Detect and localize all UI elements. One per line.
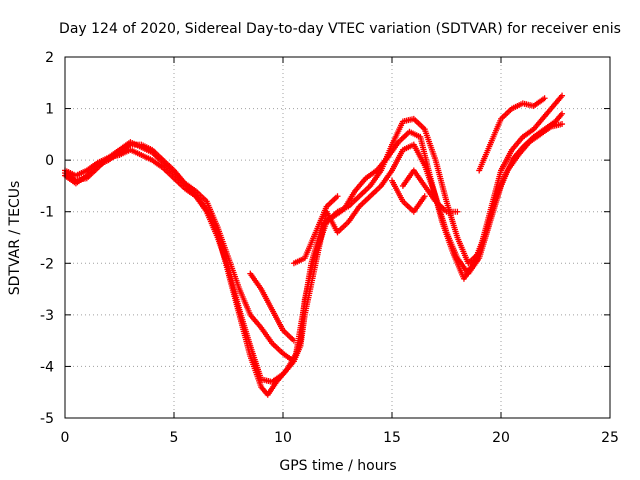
y-tick-label: -2 xyxy=(40,256,54,272)
x-tick-label: 10 xyxy=(274,430,292,446)
y-tick-label: -4 xyxy=(40,359,54,375)
data-point xyxy=(541,95,548,102)
data-point xyxy=(421,193,428,200)
y-axis-label: SDTVAR / TECUs xyxy=(7,181,23,296)
y-tick-label: -3 xyxy=(40,308,54,324)
y-tick-label: -1 xyxy=(40,205,54,221)
plot-frame xyxy=(64,56,611,419)
series-segment-c xyxy=(399,167,461,215)
data-point xyxy=(559,121,566,128)
y-tick-label: -5 xyxy=(40,411,54,427)
y-tick-label: 0 xyxy=(45,153,54,169)
x-tick-label: 25 xyxy=(601,430,619,446)
x-axis-label: GPS time / hours xyxy=(279,458,396,474)
data-point xyxy=(559,92,566,99)
chart-title: Day 124 of 2020, Sidereal Day-to-day VTE… xyxy=(59,21,621,37)
series-segment-b xyxy=(290,193,341,267)
data-point xyxy=(454,208,461,215)
x-tick-label: 20 xyxy=(492,430,510,446)
series-segment-e xyxy=(389,177,428,215)
data-point xyxy=(334,193,341,200)
x-tick-label: 15 xyxy=(383,430,401,446)
x-tick-label: 5 xyxy=(170,430,179,446)
series-segment-a xyxy=(247,270,297,344)
grid xyxy=(65,57,610,418)
data-points xyxy=(62,92,566,398)
series-segment-d xyxy=(476,95,548,174)
series-track-3 xyxy=(62,121,566,398)
data-point xyxy=(290,337,297,344)
y-tick-label: 2 xyxy=(45,50,54,66)
x-tick-label: 0 xyxy=(61,430,70,446)
y-tick-label: 1 xyxy=(45,102,54,118)
data-point xyxy=(559,110,566,117)
axis-ticks: 0 5 10 15 20 25 -5 -4 -3 -2 -1 0 1 2 xyxy=(40,50,619,446)
